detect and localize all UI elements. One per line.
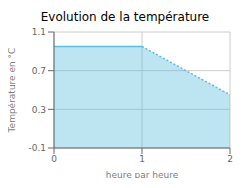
svg-text:1.1: 1.1 — [32, 27, 46, 37]
svg-text:-0.1: -0.1 — [28, 143, 46, 153]
svg-text:2: 2 — [227, 154, 233, 164]
svg-text:0.7: 0.7 — [32, 66, 46, 76]
svg-text:1: 1 — [139, 154, 145, 164]
svg-text:0.3: 0.3 — [32, 105, 46, 115]
html-text:Evolution de la température: Evolution de la température — [40, 10, 210, 24]
svg-text:Température en °C: Température en °C — [8, 48, 17, 134]
svg-text:0: 0 — [51, 154, 57, 164]
svg-text:heure par heure: heure par heure — [106, 170, 179, 178]
